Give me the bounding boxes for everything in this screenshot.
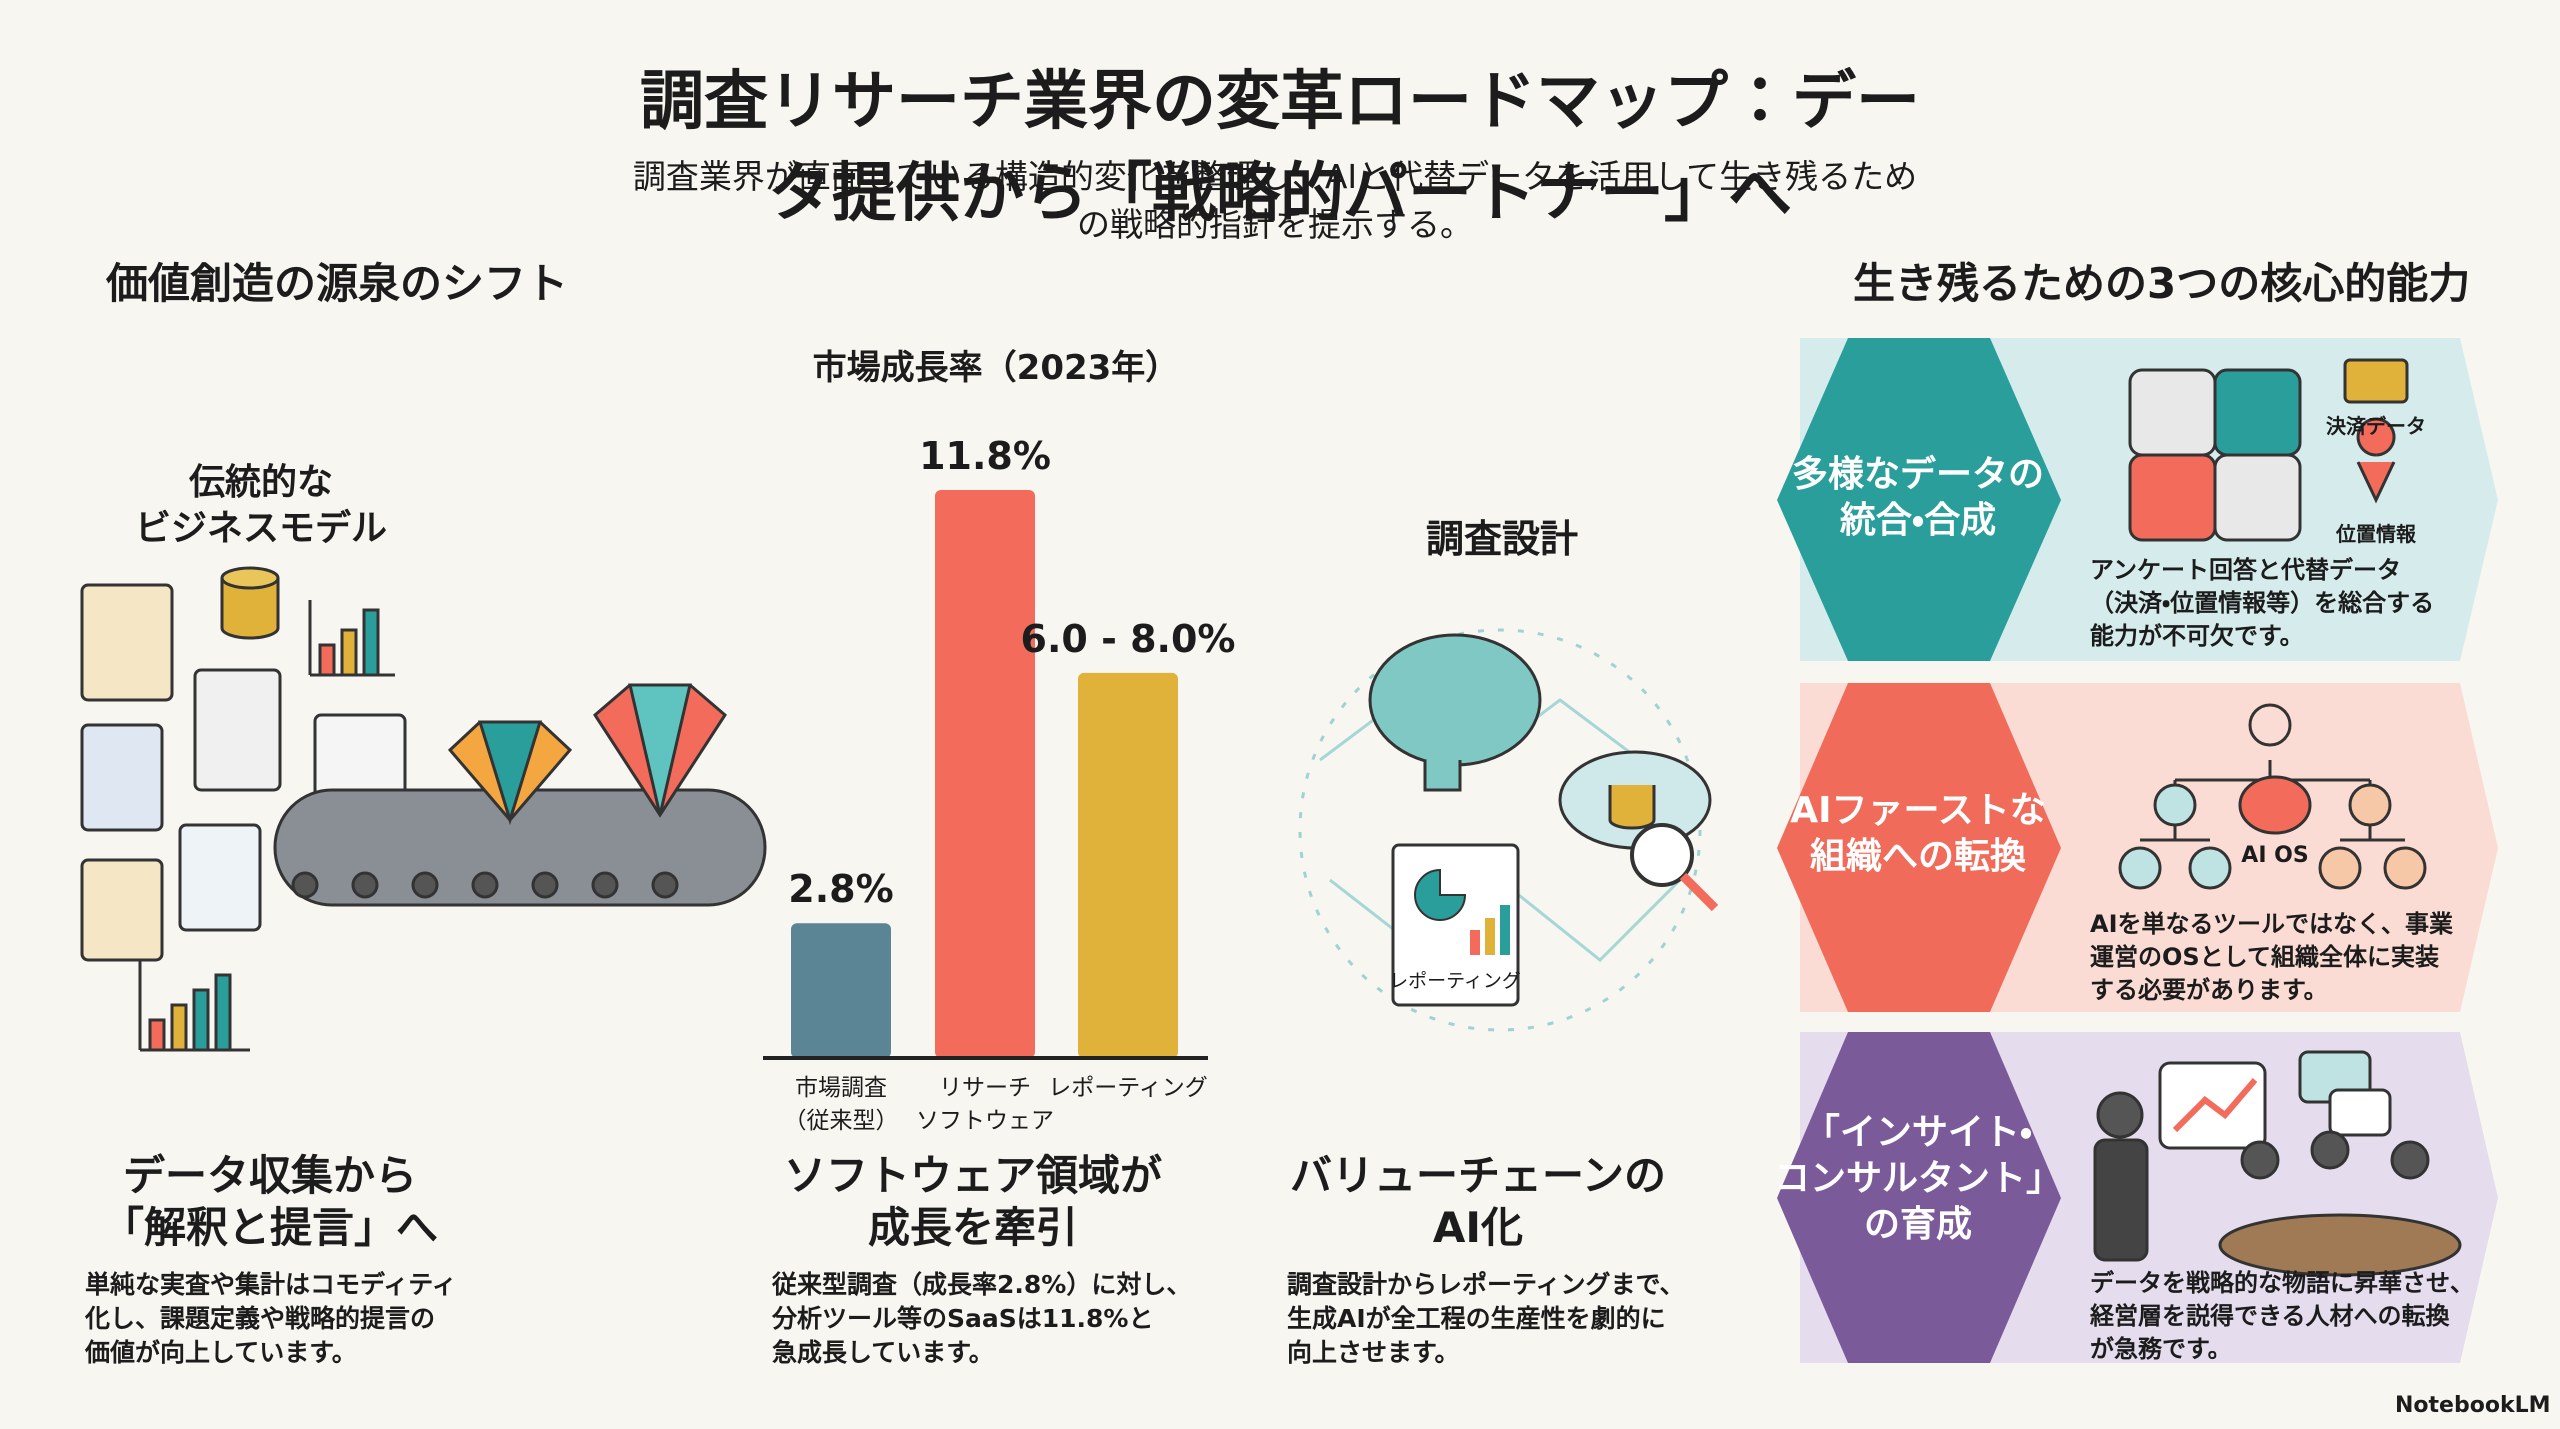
footer-brand: NotebookLM [2395,1393,2551,1418]
x-tick-label: レポーティング [1048,1075,1208,1101]
design-label: 調査設計 [1425,517,1579,561]
column-heading: バリューチェーンの AI化 [1290,1151,1666,1252]
bar-value-label: 6.0 - 8.0% [1020,616,1236,661]
capability-body: AIを単なるツールではなく、事業 運営のOSとして組織全体に実装 する必要があり… [2090,910,2454,1004]
section-heading: 生き残るための3つの核心的能力 [1853,259,2471,308]
capability-body: データを戦略的な物語に昇華させ、 経営層を説得できる人材への転換 が急務です。 [2090,1269,2474,1363]
column-heading: データ収集から 「解釈と提言」へ [101,1151,439,1252]
bar-value-label: 11.8% [919,434,1051,478]
capability-label: AI OS [2241,843,2309,868]
chart-title: 市場成長率（2023年） [812,348,1180,388]
card-2 [1777,683,2498,1012]
bar-value-label: 2.8% [788,867,894,912]
capability-title: 「インサイト・ コンサルタント」 の育成 [1773,1112,2063,1245]
model-label: 伝統的な ビジネスモデル [134,462,388,549]
design-illustration [1298,628,1719,1032]
capability-label: 決済データ [2326,414,2426,438]
section-heading: 価値創造の源泉のシフト [106,259,569,308]
capability-label: 位置情報 [2336,522,2416,546]
column-body: 単純な実査や集計はコモディティ 化し、課題定義や戦略的提言の 価値が向上していま… [85,1270,457,1367]
capability-title: AIファーストな 組織への転換 [1790,790,2046,877]
subtitle: 調査業界が直面している構造的変化を整理し、AIと代替データを活用して生き残るため… [632,157,1918,244]
traditional-illustration [80,566,767,1052]
column-heading: ソフトウェア領域が 成長を牽引 [783,1151,1163,1252]
x-tick-label: リサーチ ソフトウェア [916,1075,1054,1134]
card-1 [1777,338,2498,661]
column-body: 調査設計からレポーティングまで、 生成AIが全工程の生産性を劇的に 向上させます… [1287,1270,1685,1367]
card-3 [1777,1032,2498,1363]
capability-title: 多様なデータの 統合・合成 [1791,454,2045,541]
x-tick-label: 市場調査 （従来型） [783,1075,899,1134]
column-body: 従来型調査（成長率2.8%）に対し、 分析ツール等のSaaSは11.8%と 急成… [772,1270,1192,1367]
capability-body: アンケート回答と代替データ （決済・位置情報等）を総合する 能力が不可欠です。 [2090,556,2435,650]
reporting-label: レポーティング [1389,970,1521,992]
title: 調査リサーチ業界の変革ロードマップ：データ提供から「戦略的パートナー」へ [640,65,1920,231]
